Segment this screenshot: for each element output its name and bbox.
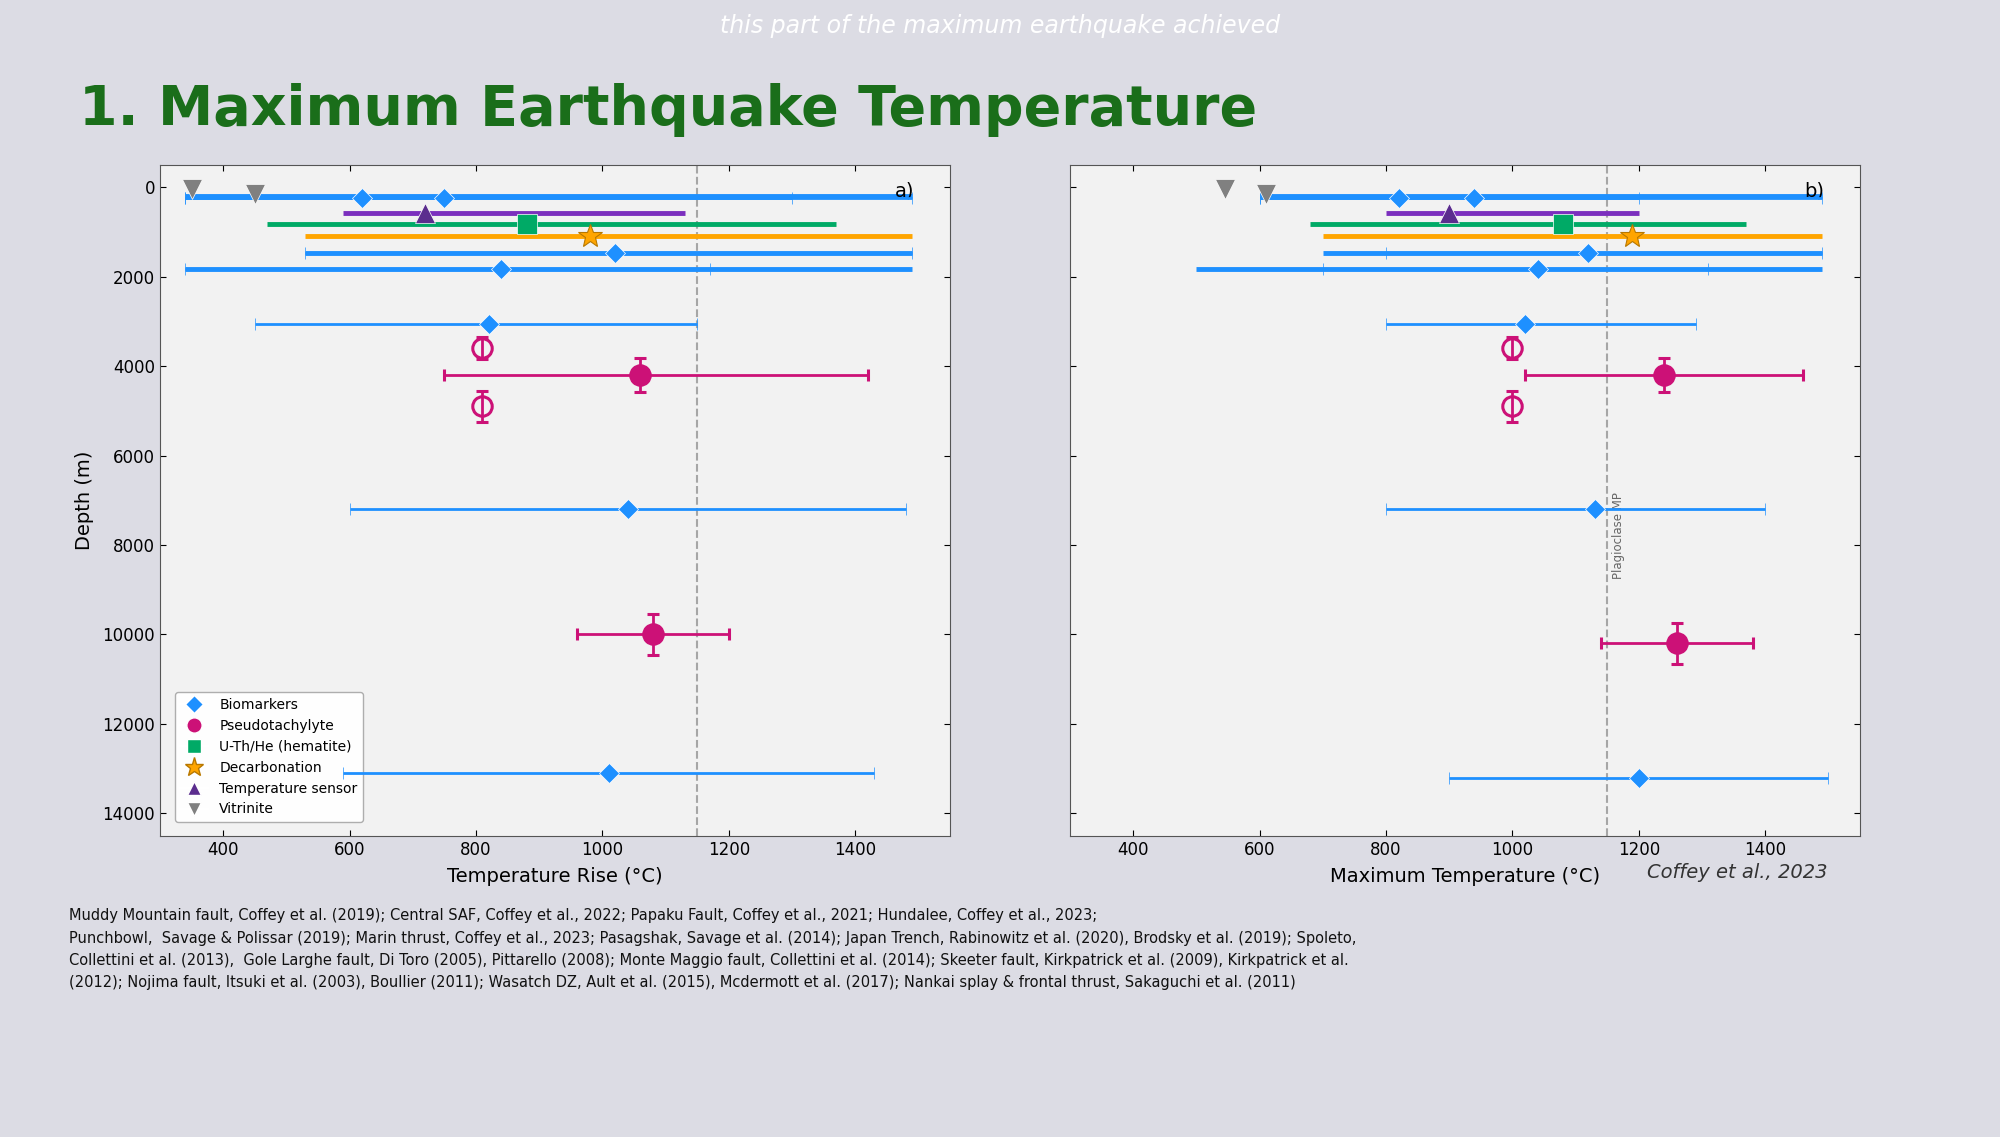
Text: Plagioclase MP: Plagioclase MP [1612,492,1626,580]
Y-axis label: Depth (m): Depth (m) [76,450,94,550]
X-axis label: Maximum Temperature (°C): Maximum Temperature (°C) [1330,866,1600,886]
Legend: Biomarkers, Pseudotachylyte, U-Th/He (hematite), Decarbonation, Temperature sens: Biomarkers, Pseudotachylyte, U-Th/He (he… [174,692,364,822]
Text: a): a) [894,182,914,200]
Text: Muddy Mountain fault, Coffey et al. (2019); Central SAF, Coffey et al., 2022; Pa: Muddy Mountain fault, Coffey et al. (201… [70,908,1356,990]
Text: 1. Maximum Earthquake Temperature: 1. Maximum Earthquake Temperature [78,83,1256,136]
Text: Coffey et al., 2023: Coffey et al., 2023 [1646,863,1828,882]
Text: b): b) [1804,182,1824,200]
X-axis label: Temperature Rise (°C): Temperature Rise (°C) [448,866,662,886]
Text: this part of the maximum earthquake achieved: this part of the maximum earthquake achi… [720,14,1280,38]
